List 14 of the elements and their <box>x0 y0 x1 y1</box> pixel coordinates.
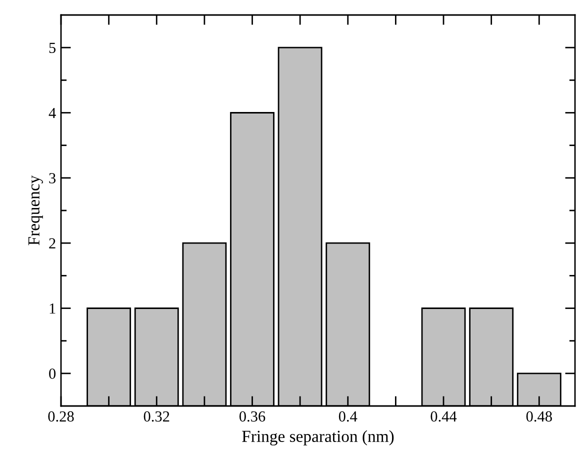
y-tick-label: 2 <box>49 238 56 248</box>
x-tick-label: 0.4 <box>338 411 358 422</box>
x-axis-title: Fringe separation (nm) <box>242 430 394 446</box>
x-tick-label: 0.36 <box>239 411 266 422</box>
x-tick-label: 0.48 <box>526 411 552 422</box>
x-tick-label: 0.44 <box>430 411 457 422</box>
y-tick-label: 4 <box>48 108 56 118</box>
y-tick-label: 3 <box>49 173 56 184</box>
y-tick-label: 5 <box>49 42 56 54</box>
y-tick-label: 1 <box>50 303 56 314</box>
x-tick-label: 0.28 <box>48 411 74 422</box>
y-axis-title: Frequency <box>28 175 43 246</box>
y-tick-label: 0 <box>49 368 56 379</box>
x-tick-label: 0.32 <box>144 411 170 422</box>
